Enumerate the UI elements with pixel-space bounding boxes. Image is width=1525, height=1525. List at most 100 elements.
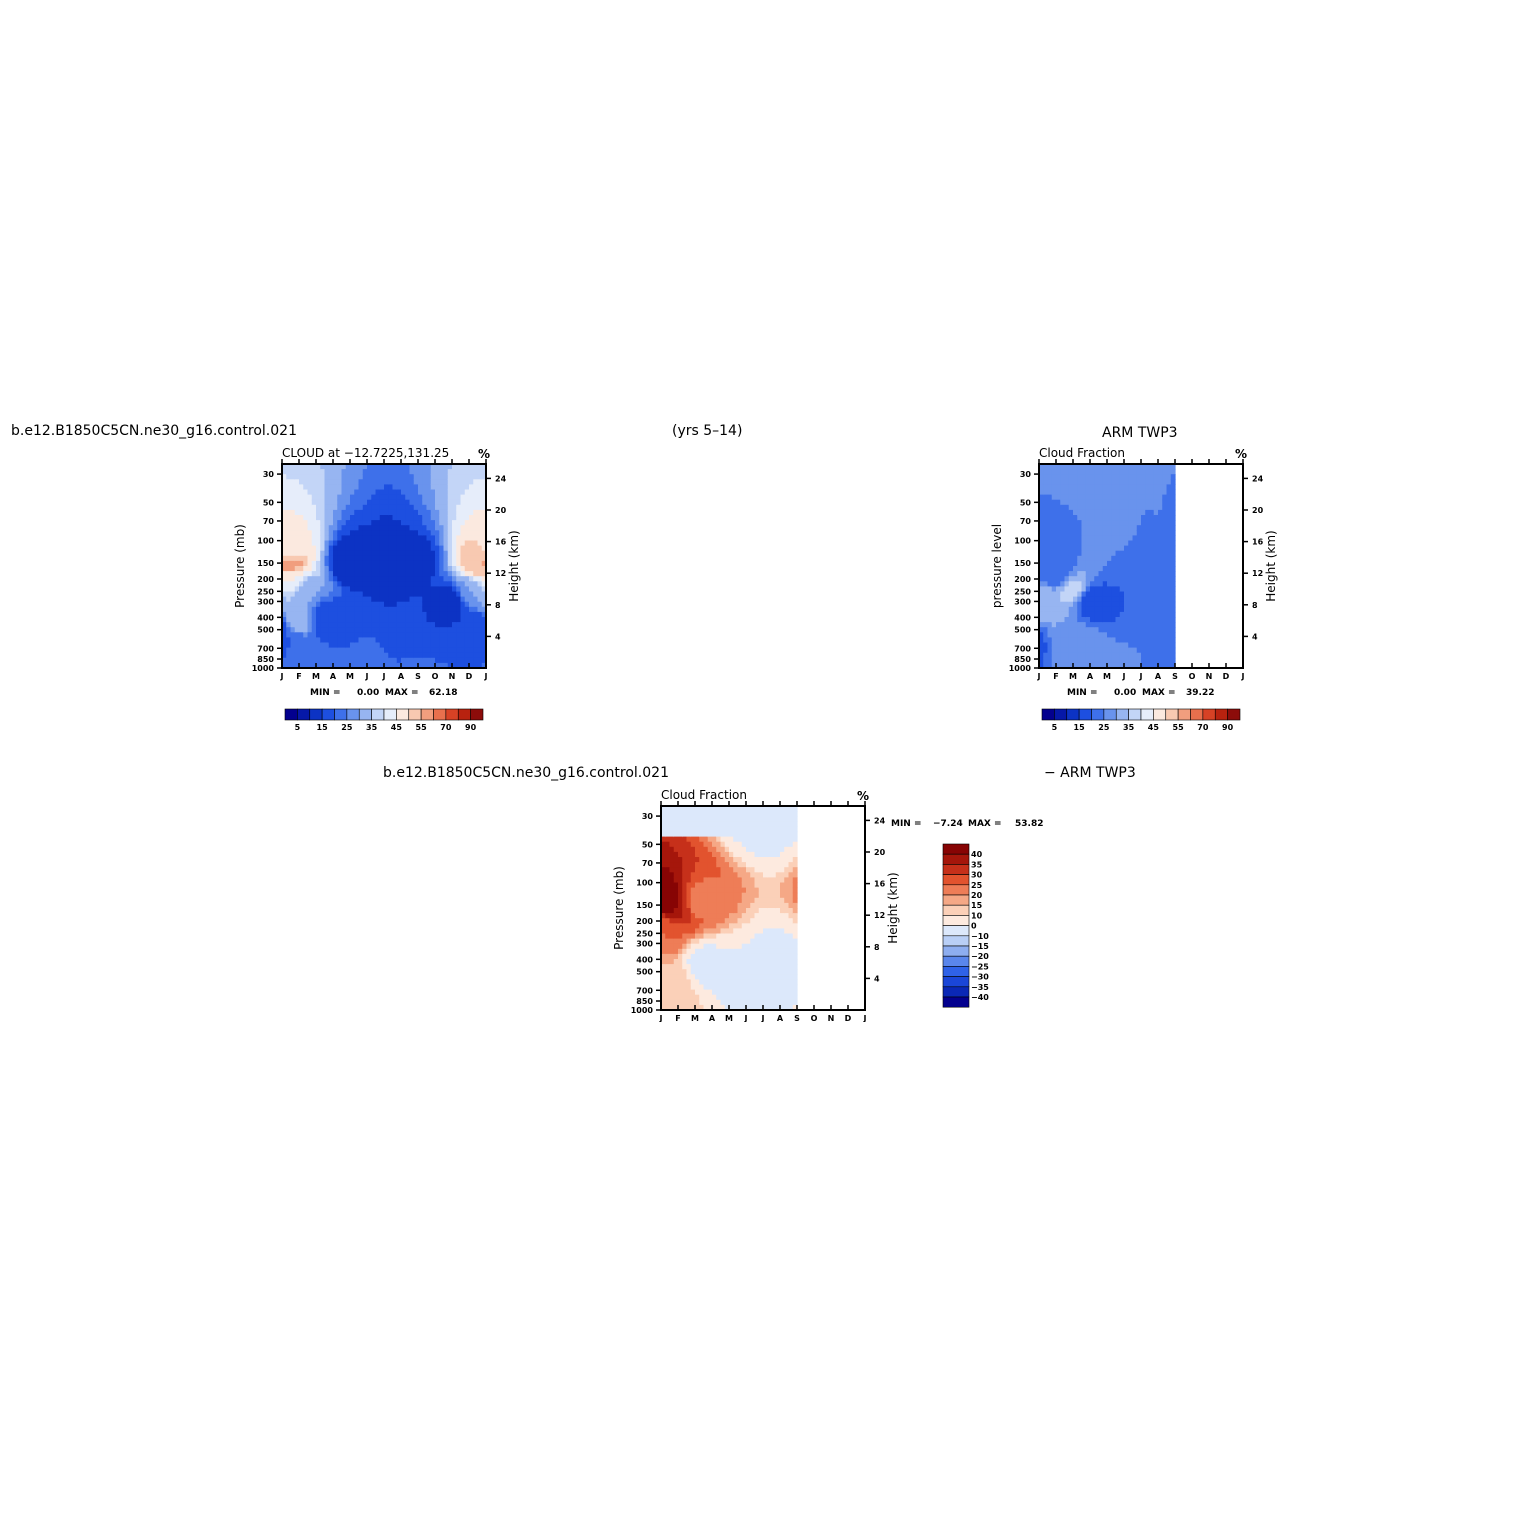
- contour-cell: [439, 662, 445, 669]
- contour-cell: [1094, 479, 1100, 485]
- contour-cell: [350, 545, 355, 552]
- right-tick-label: 12: [495, 569, 506, 578]
- contour-cell: [350, 489, 355, 496]
- contour-cell: [396, 642, 402, 649]
- contour-cell: [299, 469, 304, 475]
- contour-cell: [1060, 555, 1066, 562]
- contour-cell: [1039, 632, 1044, 638]
- contour-cell: [371, 622, 377, 628]
- contour-cell: [1043, 617, 1049, 623]
- contour-cell: [358, 535, 364, 542]
- contour-cell: [426, 581, 432, 587]
- contour-cell: [763, 989, 768, 996]
- contour-cell: [1051, 509, 1057, 516]
- contour-cell: [422, 474, 428, 480]
- contour-cell: [328, 560, 334, 567]
- contour-cell: [375, 499, 381, 506]
- contour-cell: [690, 877, 696, 884]
- contour-cell: [469, 540, 474, 547]
- contour-cell: [741, 826, 747, 833]
- contour-cell: [1081, 637, 1087, 644]
- contour-cell: [750, 897, 756, 904]
- contour-cell: [282, 464, 287, 470]
- contour-cell: [316, 662, 321, 669]
- contour-cell: [750, 943, 756, 950]
- min-label: MIN =: [891, 819, 922, 829]
- contour-cell: [299, 611, 304, 618]
- contour-cell: [286, 622, 292, 628]
- contour-cell: [1043, 611, 1049, 618]
- contour-cell: [1056, 555, 1061, 562]
- contour-cell: [1039, 499, 1044, 506]
- contour-cell: [729, 923, 734, 929]
- contour-cell: [324, 484, 330, 491]
- colorbar-swatch: [942, 996, 970, 1008]
- contour-cell: [333, 545, 338, 552]
- contour-cell: [729, 1004, 734, 1011]
- contour-cell: [324, 632, 330, 638]
- colorbar-label: 35: [971, 860, 983, 869]
- contour-cell: [409, 464, 415, 470]
- contour-cell: [1047, 622, 1053, 628]
- contour-cell: [307, 642, 313, 649]
- contour-cell: [358, 576, 364, 582]
- contour-cell: [435, 566, 440, 572]
- contour-cell: [464, 566, 470, 572]
- contour-cell: [1128, 611, 1134, 618]
- contour-cell: [733, 953, 739, 960]
- contour-cell: [379, 504, 385, 511]
- contour-cell: [733, 979, 739, 986]
- contour-cell: [1102, 606, 1108, 613]
- contour-cell: [724, 831, 730, 838]
- contour-cell: [320, 617, 326, 623]
- contour-cell: [443, 474, 449, 480]
- contour-cell: [1081, 657, 1087, 664]
- contour-cell: [439, 647, 445, 654]
- contour-cell: [426, 515, 432, 521]
- contour-cell: [1119, 637, 1125, 644]
- contour-cell: [1090, 530, 1095, 536]
- contour-cell: [439, 464, 445, 470]
- contour-cell: [1056, 601, 1061, 608]
- contour-cell: [371, 525, 377, 531]
- contour-cell: [337, 494, 343, 501]
- contour-cell: [371, 632, 377, 638]
- contour-cell: [375, 494, 381, 501]
- contour-cell: [792, 923, 798, 929]
- contour-cell: [1073, 586, 1078, 593]
- contour-cell: [426, 489, 432, 496]
- y-tick-label: 850: [1014, 655, 1031, 664]
- colorbar-swatch: [942, 986, 970, 998]
- contour-cell: [324, 606, 330, 613]
- contour-cell: [371, 642, 377, 649]
- contour-cell: [665, 959, 671, 965]
- contour-cell: [320, 657, 326, 664]
- contour-cell: [716, 902, 722, 909]
- contour-cell: [737, 851, 743, 858]
- colorbar-label: −15: [971, 942, 989, 951]
- contour-cell: [1056, 515, 1061, 521]
- contour-cell: [741, 953, 747, 960]
- contour-cell: [1085, 479, 1091, 485]
- contour-cell: [661, 887, 666, 894]
- contour-cell: [1090, 627, 1095, 633]
- contour-cell: [362, 474, 368, 480]
- contour-cell: [673, 821, 679, 827]
- contour-cell: [379, 464, 385, 470]
- contour-cell: [729, 882, 734, 889]
- contour-cell: [294, 525, 300, 531]
- contour-cell: [792, 913, 798, 919]
- contour-cell: [362, 637, 368, 644]
- contour-cell: [375, 535, 381, 542]
- contour-cell: [311, 555, 317, 562]
- contour-cell: [695, 943, 700, 950]
- contour-cell: [1085, 499, 1091, 506]
- contour-cell: [460, 581, 466, 587]
- contour-cell: [303, 550, 309, 557]
- contour-cell: [396, 560, 402, 567]
- contour-cell: [1060, 647, 1066, 654]
- contour-cell: [1060, 545, 1066, 552]
- contour-cell: [477, 642, 483, 649]
- contour-cell: [1111, 627, 1117, 633]
- contour-cell: [695, 974, 700, 980]
